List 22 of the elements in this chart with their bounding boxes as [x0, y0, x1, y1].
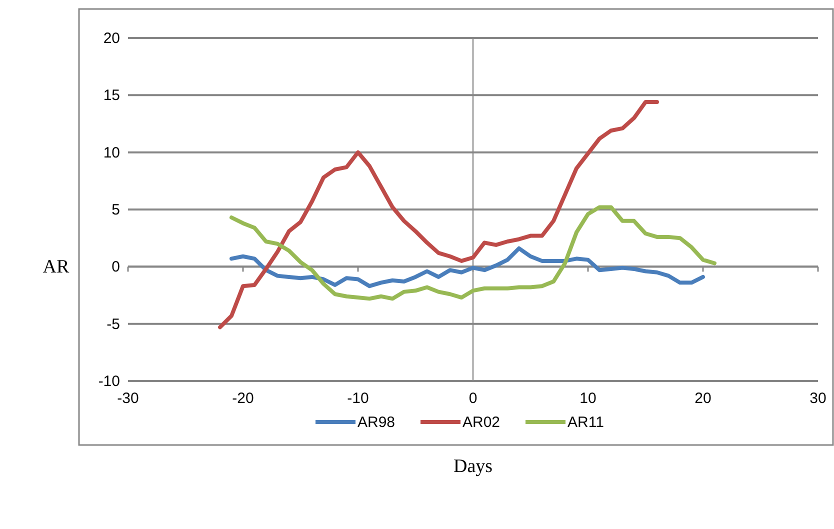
legend-label: AR98	[358, 414, 396, 431]
x-tick-label: -30	[117, 390, 139, 407]
y-tick-label: -10	[98, 373, 120, 390]
y-tick-label: 5	[112, 202, 120, 218]
y-axis-title: AR	[42, 256, 70, 278]
x-tick-label: 10	[580, 390, 596, 407]
x-tick-label: 30	[810, 390, 826, 407]
y-tick-label: 10	[103, 144, 120, 162]
legend-label: AR11	[568, 414, 604, 431]
x-tick-label: 20	[694, 390, 712, 407]
y-tick-label: 20	[103, 30, 120, 47]
line-series	[230, 246, 705, 288]
x-tick-label: -20	[232, 390, 254, 407]
line-series	[218, 100, 659, 330]
line-series	[230, 205, 716, 301]
x-tick-label: 0	[468, 390, 478, 407]
y-tick-label: 15	[103, 87, 120, 104]
x-tick-label: -10	[347, 390, 369, 407]
y-tick-label: 0	[112, 258, 120, 276]
x-axis-title: Days	[453, 456, 493, 477]
legend-label: AR02	[462, 414, 500, 431]
y-tick-label: -5	[106, 316, 120, 333]
